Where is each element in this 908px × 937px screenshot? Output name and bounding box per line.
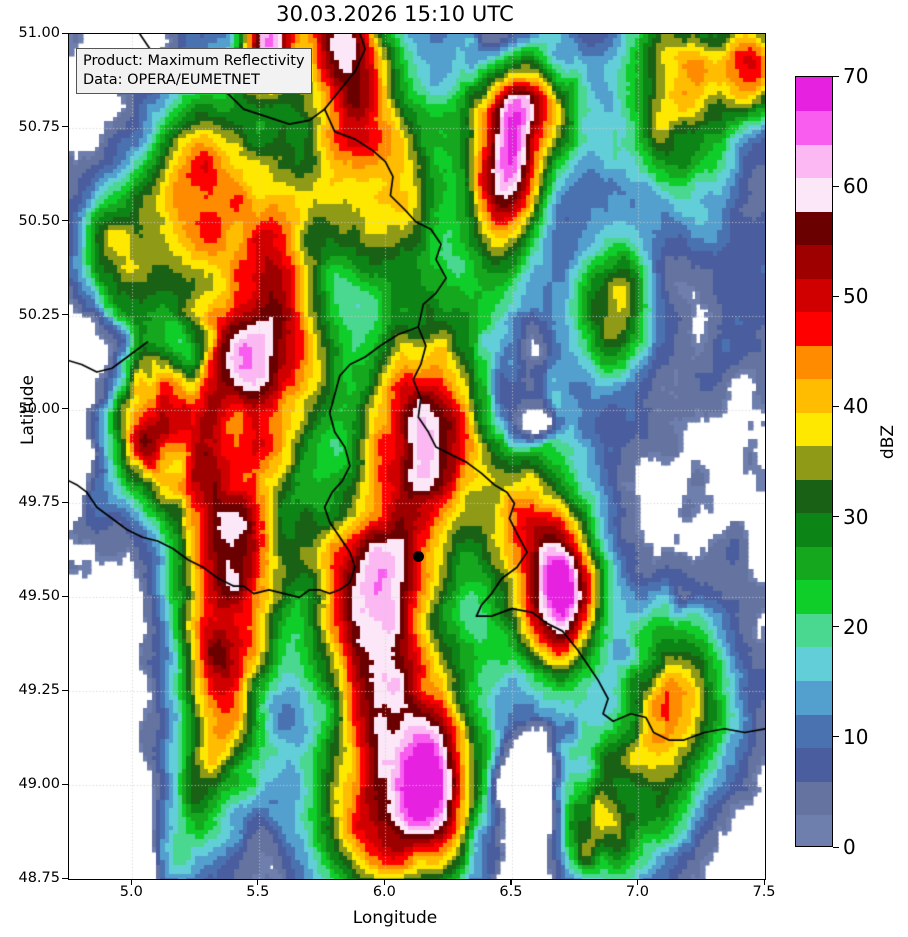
colorbar-tick-label: 30 [843,504,869,529]
colorbar-band [796,814,832,846]
colorbar-band [796,512,832,547]
y-tick-mark [62,595,68,597]
colorbar-tick-mark [833,295,839,297]
x-axis-tick-labels: 5.0 5.5 6.0 6.5 7.0 7.5 [0,884,908,908]
colorbar-tick-mark [833,736,839,738]
y-axis-title: Latitude [18,375,38,445]
colorbar-tick-mark [833,75,839,77]
colorbar-tick-label: 50 [843,284,869,309]
colorbar-band [796,278,832,313]
colorbar-band [796,144,832,179]
colorbar-band [796,110,832,145]
colorbar-gradient [795,76,833,847]
x-tick-mark [763,879,765,885]
y-tick-label: 50.75 [18,118,60,135]
x-tick-label: 5.5 [246,884,270,900]
x-tick-label: 7.0 [625,884,649,900]
y-tick-mark [62,220,68,222]
y-tick-label: 51.00 [18,25,60,41]
colorbar-band [796,479,832,514]
page-title: 30.03.2026 15:10 UTC [276,2,514,26]
x-tick-label: 5.0 [119,884,143,900]
y-tick-label: 50.25 [18,306,60,323]
colorbar-band [796,211,832,246]
y-tick-mark [62,126,68,128]
colorbar-band [796,177,832,212]
y-tick-label: 48.75 [18,870,60,886]
y-tick-label: 49.00 [18,776,60,793]
x-tick-label: 6.0 [372,884,396,900]
colorbar-tick-mark [833,516,839,518]
colorbar-tick-label: 20 [843,614,869,639]
colorbar-band [796,680,832,715]
radar-station-marker [412,550,424,562]
info-annotation-box: Product: Maximum Reflectivity Data: OPER… [76,48,312,95]
colorbar-band [796,445,832,480]
colorbar-band [796,579,832,614]
info-data-line: Data: OPERA/EUMETNET [83,71,260,88]
x-tick-mark [130,879,132,885]
colorbar-tick-mark [833,185,839,187]
y-tick-label: 50.00 [18,400,60,417]
colorbar-tick-label: 10 [843,724,869,749]
colorbar-band [796,747,832,782]
colorbar-band [796,412,832,447]
colorbar-band [796,345,832,380]
country-borders [69,34,765,879]
x-tick-mark [636,879,639,885]
y-tick-mark [62,783,68,785]
colorbar-band [796,780,832,816]
colorbar-tick-mark [833,846,839,848]
colorbar: 0 10 20 30 40 50 60 70 [795,64,868,859]
colorbar-tick-label: 60 [843,174,869,199]
info-product-line: Product: Maximum Reflectivity [83,53,305,69]
y-tick-label: 50.50 [18,212,60,229]
colorbar-band [796,613,832,648]
y-tick-mark [62,877,68,879]
colorbar-band [796,646,832,681]
x-tick-mark [510,879,512,885]
colorbar-tick-label: 40 [843,394,869,419]
colorbar-tick-mark [833,405,839,408]
y-tick-mark [62,32,68,34]
colorbar-band [796,311,832,346]
x-tick-label: 7.5 [752,884,776,900]
x-axis-title: Longitude [352,908,438,928]
colorbar-title: dBZ [878,424,898,460]
colorbar-band [796,77,832,112]
colorbar-tick-mark [833,626,839,628]
colorbar-band [796,546,832,581]
x-tick-label: 6.5 [499,884,523,900]
y-tick-mark [62,689,68,691]
colorbar-band [796,713,832,749]
colorbar-tick-label: 70 [843,64,869,88]
x-tick-mark [383,879,385,885]
y-tick-label: 49.75 [18,494,60,511]
y-axis-tick-labels: 48.75 49.00 49.25 49.50 49.75 50.00 50.25 50.50… [0,0,60,937]
y-tick-mark [62,314,68,316]
colorbar-band [796,244,832,279]
y-tick-label: 49.25 [18,682,60,699]
y-tick-mark [62,501,68,504]
colorbar-band [796,378,832,413]
map-plot-area[interactable] [68,33,766,880]
colorbar-tick-label: 0 [843,835,856,859]
y-tick-mark [62,408,68,410]
y-tick-label: 49.50 [18,588,60,605]
x-tick-mark [257,879,259,885]
